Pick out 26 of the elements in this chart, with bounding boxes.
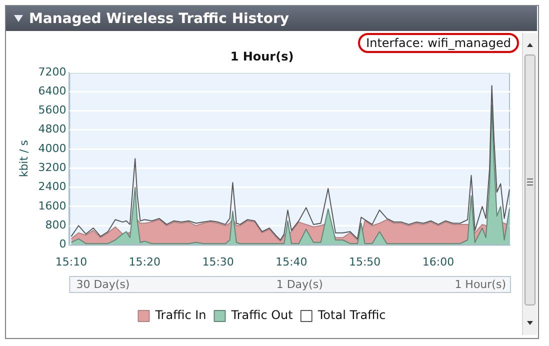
y-tick-label: 4000 <box>38 142 66 155</box>
x-tick-label: 15:50 <box>348 255 381 268</box>
x-tick-label: 15:10 <box>55 255 88 268</box>
chart-title: Managed Wireless Traffic History <box>29 10 290 26</box>
legend-label: Traffic In <box>154 308 206 322</box>
text: 30 Day(s) <box>76 278 130 291</box>
y-tick-label: 3200 <box>38 161 66 174</box>
chart-subtitle: 1 Hour(s) <box>230 49 294 64</box>
y-tick-label: 1600 <box>38 199 66 212</box>
y-tick-label: 800 <box>45 218 66 232</box>
text: 1 Day(s) <box>276 278 323 291</box>
y-tick-label: 7200 <box>38 65 66 78</box>
x-tick-label: 15:20 <box>128 255 160 268</box>
text: 1 Hour(s) <box>454 278 506 291</box>
y-tick-label: 4800 <box>38 122 66 136</box>
y-tick-label: 5600 <box>38 104 66 117</box>
x-tick-label: 15:40 <box>276 255 308 268</box>
y-tick-label: 2400 <box>38 180 66 194</box>
x-tick-label: 16:00 <box>422 255 454 268</box>
y-tick-label: 0 <box>59 238 66 251</box>
legend-label: Total Traffic <box>316 308 386 322</box>
legend-label: Traffic Out <box>230 308 294 322</box>
text: Interface: wifi_managed <box>358 33 519 53</box>
x-tick-label: 15:30 <box>202 255 234 268</box>
y-tick-label: 6400 <box>38 84 66 98</box>
y-axis-title: kbit / s <box>17 140 30 178</box>
